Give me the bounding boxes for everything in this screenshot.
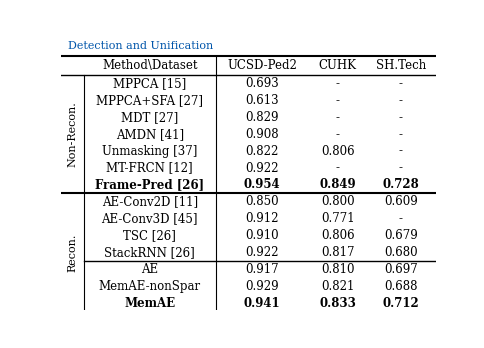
Text: 0.929: 0.929 xyxy=(245,280,278,293)
Text: -: - xyxy=(335,161,339,175)
Text: 0.806: 0.806 xyxy=(320,229,354,242)
Text: 0.822: 0.822 xyxy=(245,145,278,158)
Text: AE-Conv2D [11]: AE-Conv2D [11] xyxy=(102,196,197,208)
Text: 0.800: 0.800 xyxy=(320,196,354,208)
Text: -: - xyxy=(398,94,402,107)
Text: StackRNN [26]: StackRNN [26] xyxy=(104,246,195,259)
Text: 0.821: 0.821 xyxy=(320,280,354,293)
Text: -: - xyxy=(335,94,339,107)
Text: -: - xyxy=(398,111,402,124)
Text: Unmasking [37]: Unmasking [37] xyxy=(102,145,197,158)
Text: Method\Dataset: Method\Dataset xyxy=(102,59,197,72)
Text: 0.941: 0.941 xyxy=(243,297,280,310)
Text: -: - xyxy=(335,77,339,90)
Text: Detection and Unification: Detection and Unification xyxy=(68,41,213,52)
Text: 0.917: 0.917 xyxy=(245,263,278,276)
Text: AE-Conv3D [45]: AE-Conv3D [45] xyxy=(101,212,197,226)
Text: 0.806: 0.806 xyxy=(320,145,354,158)
Text: 0.954: 0.954 xyxy=(243,179,280,191)
Text: MemAE-nonSpar: MemAE-nonSpar xyxy=(98,280,200,293)
Text: SH.Tech: SH.Tech xyxy=(375,59,425,72)
Text: -: - xyxy=(398,161,402,175)
Text: 0.679: 0.679 xyxy=(383,229,417,242)
Text: 0.810: 0.810 xyxy=(320,263,354,276)
Text: 0.849: 0.849 xyxy=(319,179,355,191)
Text: MemAE: MemAE xyxy=(124,297,175,310)
Text: -: - xyxy=(335,128,339,141)
Text: 0.693: 0.693 xyxy=(245,77,278,90)
Text: 0.771: 0.771 xyxy=(320,212,354,226)
Text: 0.817: 0.817 xyxy=(320,246,354,259)
Text: AE: AE xyxy=(141,263,158,276)
Text: 0.922: 0.922 xyxy=(245,161,278,175)
Text: CUHK: CUHK xyxy=(318,59,356,72)
Text: -: - xyxy=(398,128,402,141)
Text: 0.609: 0.609 xyxy=(383,196,417,208)
Text: Frame-Pred [26]: Frame-Pred [26] xyxy=(95,179,204,191)
Text: 0.697: 0.697 xyxy=(383,263,417,276)
Text: 0.712: 0.712 xyxy=(382,297,418,310)
Text: 0.613: 0.613 xyxy=(245,94,278,107)
Text: 0.908: 0.908 xyxy=(245,128,278,141)
Text: 0.922: 0.922 xyxy=(245,246,278,259)
Text: 0.912: 0.912 xyxy=(245,212,278,226)
Text: Recon.: Recon. xyxy=(67,234,77,272)
Text: 0.829: 0.829 xyxy=(245,111,278,124)
Text: TSC [26]: TSC [26] xyxy=(123,229,176,242)
Text: MPPCA [15]: MPPCA [15] xyxy=(113,77,186,90)
Text: UCSD-Ped2: UCSD-Ped2 xyxy=(227,59,296,72)
Text: MDT [27]: MDT [27] xyxy=(121,111,178,124)
Text: MT-FRCN [12]: MT-FRCN [12] xyxy=(106,161,193,175)
Text: -: - xyxy=(335,111,339,124)
Text: 0.833: 0.833 xyxy=(318,297,355,310)
Text: 0.688: 0.688 xyxy=(383,280,417,293)
Text: Non-Recon.: Non-Recon. xyxy=(67,101,77,167)
Text: AMDN [41]: AMDN [41] xyxy=(116,128,183,141)
Text: 0.850: 0.850 xyxy=(245,196,278,208)
Text: 0.910: 0.910 xyxy=(245,229,278,242)
Text: 0.680: 0.680 xyxy=(383,246,417,259)
Text: MPPCA+SFA [27]: MPPCA+SFA [27] xyxy=(96,94,203,107)
Text: -: - xyxy=(398,77,402,90)
Text: -: - xyxy=(398,212,402,226)
Text: 0.728: 0.728 xyxy=(382,179,418,191)
Text: -: - xyxy=(398,145,402,158)
